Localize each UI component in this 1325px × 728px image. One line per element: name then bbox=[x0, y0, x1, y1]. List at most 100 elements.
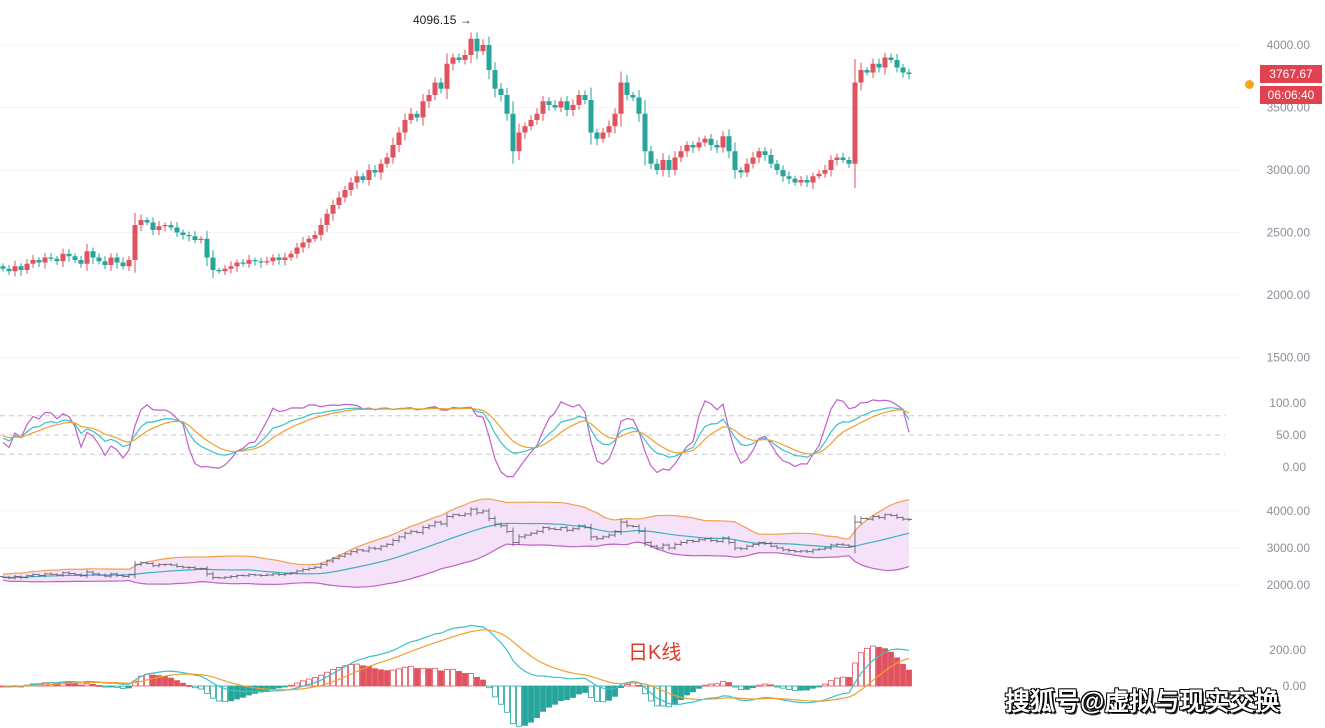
candle-body bbox=[516, 132, 522, 152]
candle-body bbox=[894, 60, 900, 68]
macd-histogram-bar bbox=[534, 685, 540, 719]
macd-histogram-bar bbox=[834, 677, 840, 687]
candle-body bbox=[882, 57, 888, 68]
candle-body bbox=[288, 253, 294, 258]
candle-body bbox=[870, 63, 876, 73]
boll-axis-tick: 2000.00 bbox=[1267, 578, 1311, 592]
candle-body bbox=[534, 113, 540, 120]
boll-lower-line bbox=[2, 541, 910, 588]
watermark: 搜狐号@虚拟与现实交换 bbox=[1005, 688, 1280, 716]
macd-histogram-bar bbox=[306, 678, 312, 687]
candle-body bbox=[660, 160, 666, 170]
macd-histogram-bar bbox=[612, 685, 618, 697]
macd-histogram-bar bbox=[84, 683, 90, 687]
candle-body bbox=[768, 155, 774, 164]
macd-histogram-bar bbox=[666, 685, 672, 708]
candle-body bbox=[54, 258, 60, 262]
macd-histogram-bar bbox=[468, 672, 474, 687]
macd-histogram-bar bbox=[558, 685, 564, 702]
candle-body bbox=[30, 260, 36, 264]
candle-body bbox=[582, 95, 588, 100]
candle-body bbox=[666, 160, 672, 170]
price-axis-tick: 4000.00 bbox=[1267, 38, 1311, 52]
macd-histogram-bar bbox=[696, 685, 702, 689]
macd-histogram-bar bbox=[174, 680, 180, 687]
macd-histogram-bar bbox=[246, 685, 252, 696]
macd-histogram-bar bbox=[708, 683, 714, 687]
candle-body bbox=[210, 257, 216, 270]
macd-histogram-bar bbox=[786, 685, 792, 690]
candle-body bbox=[522, 126, 528, 133]
candle-body bbox=[726, 136, 732, 152]
candle-body bbox=[432, 82, 438, 95]
candle-body bbox=[126, 260, 132, 267]
macd-histogram-bar bbox=[492, 685, 498, 698]
macd-histogram-bar bbox=[564, 685, 570, 700]
candle-body bbox=[468, 38, 474, 55]
macd-histogram-bar bbox=[552, 685, 558, 705]
macd-histogram-bar bbox=[384, 670, 390, 687]
chart-caption: 日K线 bbox=[628, 642, 682, 664]
macd-histogram-bar bbox=[582, 685, 588, 693]
candle-body bbox=[78, 260, 84, 264]
candle-body bbox=[900, 67, 906, 73]
macd-histogram-bar bbox=[414, 668, 420, 687]
macd-histogram-bar bbox=[816, 685, 822, 688]
macd-histogram-bar bbox=[360, 665, 366, 687]
macd-histogram-bar bbox=[840, 676, 846, 687]
macd-histogram-bar bbox=[234, 685, 240, 700]
kdj-d-line bbox=[2, 407, 910, 455]
candle-body bbox=[462, 55, 468, 60]
candle-body bbox=[852, 82, 858, 164]
macd-histogram-bar bbox=[852, 662, 858, 687]
macd-histogram-bar bbox=[438, 670, 444, 687]
macd-histogram-bar bbox=[474, 676, 480, 687]
macd-histogram-bar bbox=[204, 685, 210, 694]
macd-histogram-bar bbox=[768, 684, 774, 687]
candle-body bbox=[324, 213, 330, 225]
macd-histogram-bar bbox=[894, 657, 900, 687]
macd-histogram-bar bbox=[162, 676, 168, 687]
candle-body bbox=[546, 101, 552, 105]
candle-body bbox=[72, 256, 78, 260]
macd-histogram-bar bbox=[216, 685, 222, 702]
macd-histogram-bar bbox=[210, 685, 216, 699]
macd-histogram-bar bbox=[900, 663, 906, 687]
macd-histogram-bar bbox=[420, 667, 426, 687]
price-axis-tick: 1500.00 bbox=[1267, 351, 1311, 365]
last-price-tag: 3767.67 bbox=[1260, 65, 1322, 83]
candle-body bbox=[774, 163, 780, 170]
candle-body bbox=[240, 262, 246, 264]
macd-histogram-bar bbox=[762, 683, 768, 687]
candle-body bbox=[492, 70, 498, 89]
candle-body bbox=[906, 72, 912, 75]
candle-body bbox=[420, 101, 426, 118]
macd-histogram-bar bbox=[756, 684, 762, 687]
macd-histogram-bar bbox=[270, 685, 276, 690]
macd-histogram-bar bbox=[426, 668, 432, 687]
macd-histogram-bar bbox=[660, 685, 666, 707]
candle-body bbox=[564, 101, 570, 110]
macd-histogram-bar bbox=[798, 685, 804, 691]
macd-histogram-bar bbox=[504, 685, 510, 713]
macd-histogram-bar bbox=[156, 675, 162, 687]
macd-histogram-bar bbox=[732, 685, 738, 688]
candle-body bbox=[840, 157, 846, 160]
boll-mid-line bbox=[2, 522, 910, 579]
candle-body bbox=[798, 180, 804, 183]
macd-histogram-bar bbox=[882, 648, 888, 687]
candle-body bbox=[192, 236, 198, 240]
candle-body bbox=[258, 261, 264, 263]
candle-body bbox=[402, 120, 408, 133]
macd-histogram-bar bbox=[486, 685, 492, 689]
candle-body bbox=[648, 151, 654, 164]
candle-body bbox=[96, 257, 102, 262]
macd-histogram-bar bbox=[132, 680, 138, 687]
candle-body bbox=[204, 238, 210, 258]
candle-body bbox=[504, 95, 510, 114]
macd-histogram-bar bbox=[684, 685, 690, 696]
candle-body bbox=[744, 163, 750, 173]
candle-body bbox=[384, 157, 390, 164]
candle-body bbox=[618, 82, 624, 114]
alert-dot-icon[interactable] bbox=[1245, 80, 1254, 89]
